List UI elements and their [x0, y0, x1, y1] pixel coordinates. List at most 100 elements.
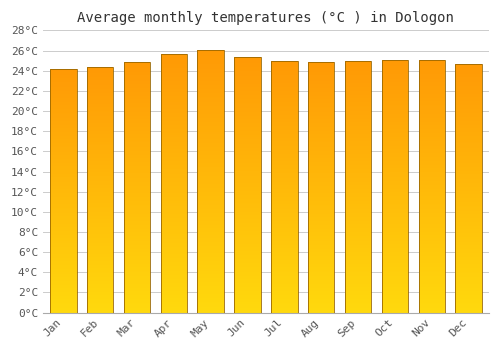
Bar [50, 136, 76, 137]
Bar [456, 167, 482, 168]
Bar [124, 104, 150, 106]
Bar [345, 164, 372, 165]
Bar [124, 78, 150, 79]
Bar [50, 271, 76, 272]
Bar [234, 236, 261, 237]
Bar [234, 164, 261, 166]
Bar [382, 220, 408, 222]
Bar [198, 265, 224, 267]
Bar [234, 220, 261, 222]
Bar [50, 154, 76, 155]
Bar [87, 154, 114, 155]
Bar [124, 143, 150, 145]
Bar [382, 265, 408, 266]
Bar [198, 121, 224, 122]
Bar [124, 245, 150, 246]
Bar [160, 258, 187, 260]
Bar [308, 300, 334, 301]
Bar [234, 178, 261, 180]
Bar [308, 97, 334, 98]
Bar [160, 279, 187, 280]
Bar [456, 259, 482, 260]
Bar [160, 164, 187, 165]
Bar [308, 137, 334, 138]
Bar [271, 241, 297, 242]
Bar [271, 105, 297, 106]
Bar [198, 177, 224, 178]
Bar [308, 220, 334, 221]
Bar [234, 247, 261, 248]
Bar [308, 289, 334, 290]
Bar [345, 214, 372, 216]
Bar [87, 274, 114, 276]
Bar [50, 215, 76, 216]
Bar [234, 71, 261, 72]
Bar [234, 204, 261, 205]
Bar [345, 289, 372, 290]
Bar [382, 84, 408, 85]
Bar [50, 202, 76, 203]
Bar [124, 163, 150, 164]
Bar [124, 247, 150, 248]
Bar [418, 80, 445, 81]
Bar [308, 262, 334, 264]
Bar [50, 241, 76, 242]
Bar [308, 210, 334, 211]
Bar [87, 281, 114, 282]
Bar [418, 85, 445, 86]
Bar [124, 281, 150, 282]
Bar [345, 272, 372, 274]
Bar [308, 72, 334, 73]
Bar [87, 206, 114, 207]
Bar [234, 113, 261, 114]
Bar [345, 218, 372, 219]
Bar [271, 301, 297, 302]
Bar [271, 179, 297, 180]
Bar [271, 290, 297, 291]
Bar [87, 208, 114, 209]
Bar [345, 95, 372, 96]
Bar [234, 283, 261, 285]
Bar [418, 166, 445, 167]
Bar [124, 72, 150, 73]
Bar [160, 91, 187, 92]
Bar [382, 208, 408, 209]
Bar [87, 308, 114, 309]
Bar [345, 242, 372, 243]
Bar [382, 215, 408, 217]
Bar [87, 211, 114, 212]
Bar [87, 96, 114, 97]
Bar [418, 92, 445, 94]
Bar [50, 121, 76, 122]
Bar [160, 182, 187, 183]
Bar [271, 272, 297, 274]
Bar [50, 300, 76, 302]
Bar [50, 194, 76, 196]
Bar [308, 156, 334, 157]
Bar [124, 276, 150, 278]
Bar [234, 80, 261, 81]
Bar [308, 87, 334, 88]
Bar [271, 141, 297, 142]
Bar [271, 76, 297, 77]
Bar [160, 177, 187, 178]
Bar [198, 226, 224, 227]
Bar [308, 91, 334, 92]
Bar [308, 136, 334, 137]
Bar [50, 214, 76, 215]
Bar [308, 185, 334, 186]
Bar [124, 289, 150, 290]
Bar [345, 68, 372, 70]
Bar [198, 215, 224, 217]
Bar [418, 181, 445, 182]
Bar [234, 214, 261, 215]
Bar [382, 92, 408, 94]
Bar [418, 239, 445, 240]
Bar [456, 74, 482, 75]
Bar [345, 277, 372, 279]
Bar [234, 234, 261, 236]
Bar [87, 234, 114, 235]
Bar [382, 217, 408, 218]
Bar [456, 118, 482, 120]
Bar [87, 112, 114, 113]
